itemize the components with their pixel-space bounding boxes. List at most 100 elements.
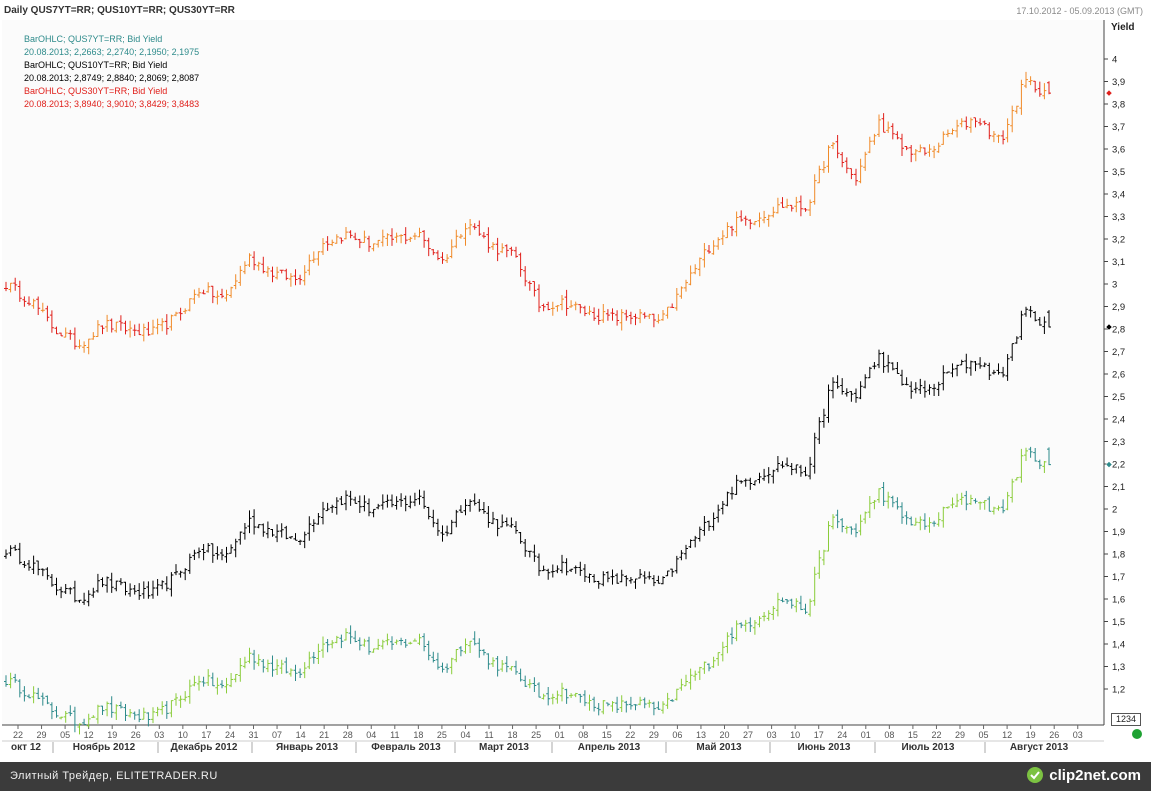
ohlc-bar [187,298,192,312]
ohlc-bar [835,375,840,389]
ohlc-bar [771,469,776,484]
ohlc-bar [615,573,620,584]
ohlc-bar [486,653,491,670]
ohlc-bar [555,690,560,704]
ohlc-bar [123,704,128,721]
ohlc-bar [417,227,422,238]
ohlc-bar [757,212,762,228]
legend-series-name: BarOHLC; QUS30YT=RR; Bid Yield [24,86,168,96]
ohlc-bar [886,354,891,373]
chart-svg: 1,2 1,3 1,4 1,5 1,6 1,7 1,8 1,9 2 2,1 2,2 2,3 2,4 2,5… [2,20,1125,753]
ohlc-bar [445,254,450,263]
x-tick-label: 22 [13,730,23,740]
clip2net-icon [1027,767,1044,783]
x-tick-label: 05 [60,730,70,740]
ohlc-bar [72,327,77,350]
ohlc-bar [481,232,486,239]
ohlc-bar [596,703,601,716]
ohlc-bar [316,643,321,664]
ohlc-bar [987,362,992,380]
ohlc-bar [849,526,854,535]
ohlc-bar [996,363,1001,375]
ohlc-bar [1014,477,1019,481]
ohlc-bar [270,529,275,537]
ohlc-bar [854,168,858,186]
ohlc-bar [435,518,440,536]
ohlc-bar [734,474,739,495]
ohlc-bar [886,121,891,133]
clip2net-logo: clip2net.com [1026,766,1141,784]
ohlc-bar [178,570,183,578]
ohlc-bar [330,640,335,649]
ohlc-bar [702,243,707,268]
ohlc-bar [371,243,376,252]
ohlc-bar [481,502,486,514]
legend-series-values: 20.08.2013; 2,8749; 2,8840; 2,8069; 2,80… [24,73,200,83]
ohlc-bar [688,265,693,286]
ohlc-bar [449,239,454,259]
x-tick-label: 20 [719,730,729,740]
ohlc-bar [913,382,918,394]
ohlc-bar [748,477,753,490]
ohlc-bar [334,234,339,244]
ohlc-bar [812,566,817,606]
ohlc-bar [628,696,633,710]
ohlc-bar [440,662,445,673]
ohlc-bar [651,313,656,328]
ohlc-bar [803,208,808,212]
ohlc-bar [256,261,261,271]
ohlc-bar [665,692,670,709]
ohlc-bar [412,492,417,507]
x-tick-label: 03 [1073,730,1083,740]
ohlc-bar [821,549,826,566]
ohlc-bar [72,580,77,603]
ohlc-bar [514,660,518,675]
ohlc-bar [311,652,316,664]
ohlc-bar [582,564,587,582]
ohlc-bar [904,511,909,525]
ohlc-bar [642,571,647,584]
ohlc-bar [435,652,440,670]
ohlc-bar [895,362,900,374]
ohlc-bar [114,704,119,720]
last-value-marker [1105,323,1113,331]
y-tick-label: 3,8 [1112,100,1125,111]
ohlc-bar [468,499,473,512]
ohlc-bar [288,668,293,677]
ohlc-bar [229,544,234,554]
ohlc-bar [353,630,358,643]
footer-bar: Элитный Трейдер, ELITETRADER.RU clip2net… [0,762,1151,791]
ohlc-bar [385,494,390,508]
x-tick-label: 11 [390,730,399,740]
ohlc-bar [422,490,427,509]
ohlc-bar [964,490,969,511]
ohlc-bar [638,569,643,579]
ohlc-bar [1033,80,1038,93]
ohlc-bar [982,362,987,368]
ohlc-bar [798,595,803,611]
bar-count-box[interactable]: 1234 [1111,713,1141,726]
ohlc-bar [468,640,473,653]
ohlc-bar [160,701,165,715]
ohlc-bar [45,695,50,705]
ohlc-bar [36,560,41,576]
y-tick-label: 3,6 [1112,145,1125,156]
y-tick-label: 1,7 [1112,572,1125,583]
ohlc-bar [661,701,665,714]
ohlc-bar [661,310,665,321]
ohlc-bar [77,723,82,735]
ohlc-bar [996,134,1001,143]
ohlc-bar [766,610,771,621]
ohlc-bar [840,378,845,395]
ohlc-bar [877,488,881,503]
ohlc-bar [367,498,371,517]
ohlc-bar [803,603,808,615]
x-month-label: Январь 2013 [276,742,339,753]
ohlc-bar [812,432,817,474]
x-month-label: Апрель 2013 [578,742,641,753]
y-tick-label: 2,2 [1112,460,1125,471]
x-month-label: Май 2013 [696,742,742,753]
ohlc-bar [412,638,417,642]
ohlc-bar [656,701,661,710]
ohlc-bar [679,550,684,561]
